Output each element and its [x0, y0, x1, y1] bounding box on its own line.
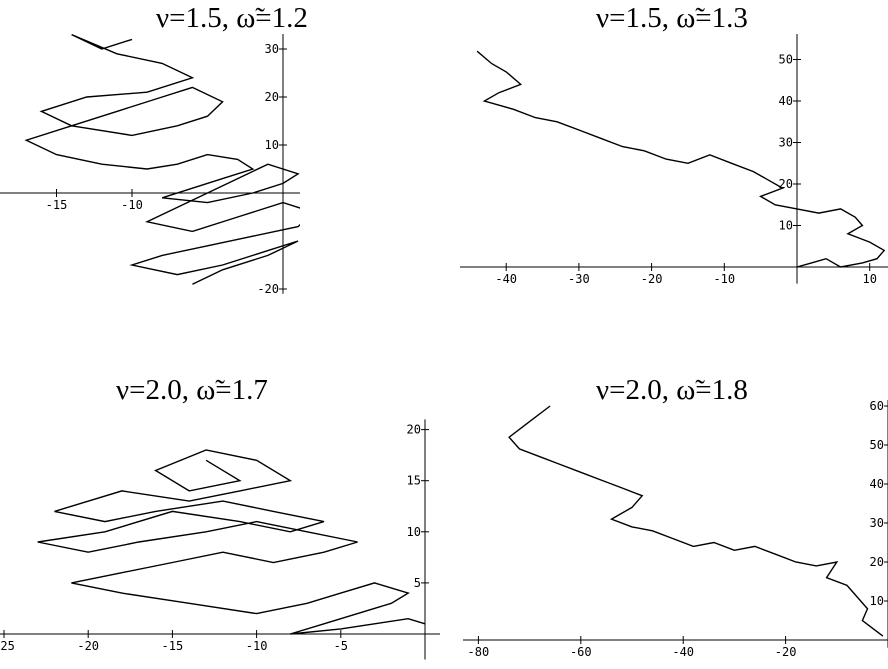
y-tick-label: 10 [265, 138, 279, 152]
y-tick-label: 10 [870, 594, 884, 608]
x-tick-label: -20 [775, 645, 797, 659]
x-tick-label: -40 [495, 272, 517, 286]
x-tick-label: -80 [468, 645, 490, 659]
x-tick-label: -20 [77, 639, 99, 653]
trajectory-line [508, 405, 884, 637]
chart-title: ν=2.0, ω̃=1.7 [116, 374, 268, 406]
y-tick-label: 30 [870, 516, 884, 530]
x-tick-label: -40 [672, 645, 694, 659]
trajectory-line [476, 50, 886, 268]
y-tick-label: 30 [779, 136, 793, 150]
chart-title: ν=2.0, ω̃=1.8 [596, 374, 748, 406]
chart-plot: -80 -60 -40 -20 10 20 30 40 50 60 [463, 400, 888, 659]
y-tick-label: 40 [779, 94, 793, 108]
chart-title: ν=1.5, ω̃=1.2 [156, 2, 308, 34]
y-tick-label: 60 [870, 400, 884, 413]
x-tick-label: 10 [862, 272, 876, 286]
trajectory-line [24, 34, 300, 285]
x-tick-label: -20 [641, 272, 663, 286]
y-tick-label: -20 [257, 282, 279, 296]
x-tick-label: -15 [46, 198, 68, 212]
y-tick-label: 10 [779, 219, 793, 233]
x-tick-label: -10 [713, 272, 735, 286]
y-tick-label: 5 [414, 576, 421, 590]
x-tick-label: -25 [0, 639, 15, 653]
y-tick-label: 15 [407, 474, 421, 488]
x-tick-label: -10 [121, 198, 143, 212]
x-tick-label: -30 [568, 272, 590, 286]
y-tick-label: 20 [870, 555, 884, 569]
y-tick-label: 40 [870, 477, 884, 491]
chart-title: ν=1.5, ω̃=1.3 [596, 2, 748, 34]
x-tick-label: -15 [162, 639, 184, 653]
y-tick-label: 50 [779, 53, 793, 67]
y-tick-label: 50 [870, 438, 884, 452]
y-tick-label: 20 [265, 90, 279, 104]
y-tick-label: 10 [407, 525, 421, 539]
y-tick-label: 20 [407, 423, 421, 437]
x-tick-label: -5 [334, 639, 348, 653]
chart-plot: -15 -10 -20 10 20 30 [0, 34, 300, 296]
x-tick-label: -60 [570, 645, 592, 659]
trajectory-line [37, 449, 426, 635]
x-tick-label: -10 [246, 639, 268, 653]
chart-plot: -25 -20 -15 -10 -5 5 10 15 20 [0, 419, 440, 660]
y-tick-label: 30 [265, 42, 279, 56]
